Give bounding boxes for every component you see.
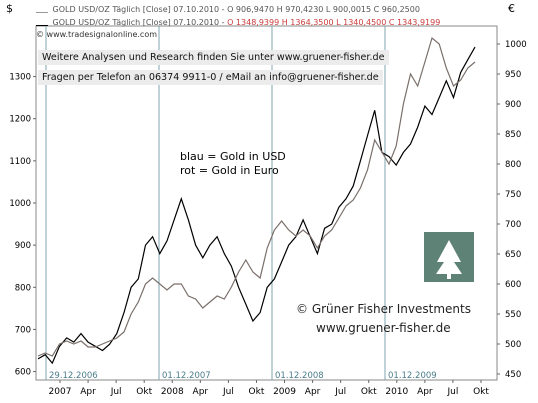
right-axis-tick-label: 650 <box>505 250 521 260</box>
legend-entry-euro: GOLD USD/OZ Täglich [Close] 07.10.2010 -… <box>36 4 420 14</box>
year-marker-label: 01.12.2009 <box>388 371 437 381</box>
right-axis-tick-label: 1000 <box>505 40 527 50</box>
left-axis-tick-label: 1000 <box>9 199 31 209</box>
annotation-euro: rot = Gold in Euro <box>180 164 279 177</box>
legend-date-euro: 07.10.2010 <box>173 5 220 14</box>
left-axis-tick-label: 1100 <box>9 157 31 167</box>
x-axis-tick-label: 2008 <box>161 387 184 397</box>
right-axis-tick-label: 750 <box>505 190 521 200</box>
x-axis-tick-label: Jul <box>334 387 346 397</box>
left-axis-tick-label: 900 <box>15 241 31 251</box>
x-axis-tick-label: Jul <box>110 387 122 397</box>
tree-trunk-icon <box>447 274 451 279</box>
right-axis-tick-label: 500 <box>505 340 521 350</box>
series-line-euro <box>37 36 476 357</box>
x-axis-tick-label: Jul <box>222 387 234 397</box>
year-marker-label: 01.12.2008 <box>275 371 324 381</box>
right-axis-tick-label: 450 <box>505 370 521 380</box>
legend-swatch-euro <box>36 4 48 13</box>
left-axis-tick-label: 1200 <box>9 115 31 125</box>
x-axis-tick-label: Jul <box>447 387 459 397</box>
series-line-usd <box>37 46 476 365</box>
left-axis-symbol: $ <box>6 2 13 15</box>
x-axis-tick-label: 2010 <box>385 387 408 397</box>
left-axis-tick-label: 600 <box>15 368 31 378</box>
info-line-contact: Fragen per Telefon an 06374 9911-0 / eMa… <box>38 70 383 85</box>
x-axis-tick-label: Apr <box>193 387 209 397</box>
right-axis-tick-label: 700 <box>505 220 521 230</box>
x-axis-tick-label: Apr <box>80 387 96 397</box>
right-axis-tick-label: 850 <box>505 130 521 140</box>
x-axis-tick-label: Okt <box>136 387 152 397</box>
x-axis-tick-label: Okt <box>249 387 265 397</box>
legend-label-usd: GOLD USD/OZ Täglich [Close] <box>52 18 171 27</box>
info-line-research: Weitere Analysen und Research finden Sie… <box>38 50 389 65</box>
legend-date-usd: 07.10.2010 <box>173 18 220 27</box>
x-axis-tick-label: Apr <box>417 387 433 397</box>
annotation-usd: blau = Gold in USD <box>180 150 286 163</box>
right-axis-tick-label: 600 <box>505 280 521 290</box>
plot-area <box>35 25 498 381</box>
right-axis-tick-label: 550 <box>505 310 521 320</box>
legend-label-euro: GOLD USD/OZ Täglich [Close] <box>52 5 171 14</box>
legend-ohlc-euro: O 906,9470 H 970,4230 L 900,0015 C 960,2… <box>227 5 420 14</box>
right-axis-tick-label: 900 <box>505 100 521 110</box>
brand-name: © Grüner Fisher Investments <box>296 302 471 316</box>
legend-entry-usd: GOLD USD/OZ Täglich [Close] 07.10.2010 -… <box>36 17 440 27</box>
left-axis-tick-label: 700 <box>15 325 31 335</box>
legend-ohlc-usd: O 1348,9399 H 1364,3500 L 1340,4500 C 13… <box>227 18 441 27</box>
x-axis-tick-label: Apr <box>305 387 321 397</box>
watermark: © www.tradesignalonline.com <box>36 30 158 39</box>
tree-icon <box>436 240 462 274</box>
year-marker-label: 29.12.2006 <box>49 371 98 381</box>
legend-swatch-usd <box>36 17 48 26</box>
year-marker-label: 01.12.2007 <box>162 371 211 381</box>
x-axis-tick-label: Okt <box>361 387 377 397</box>
left-axis-tick-label: 1300 <box>9 73 31 83</box>
brand-url: www.gruener-fisher.de <box>316 321 451 335</box>
right-axis-tick-label: 800 <box>505 160 521 170</box>
left-axis-tick-label: 800 <box>15 283 31 293</box>
x-axis-tick-label: 2007 <box>49 387 72 397</box>
right-axis-symbol: € <box>508 2 515 15</box>
x-axis-tick-label: 2009 <box>273 387 296 397</box>
x-axis-tick-label: Okt <box>473 387 489 397</box>
right-axis-tick-label: 950 <box>505 70 521 80</box>
